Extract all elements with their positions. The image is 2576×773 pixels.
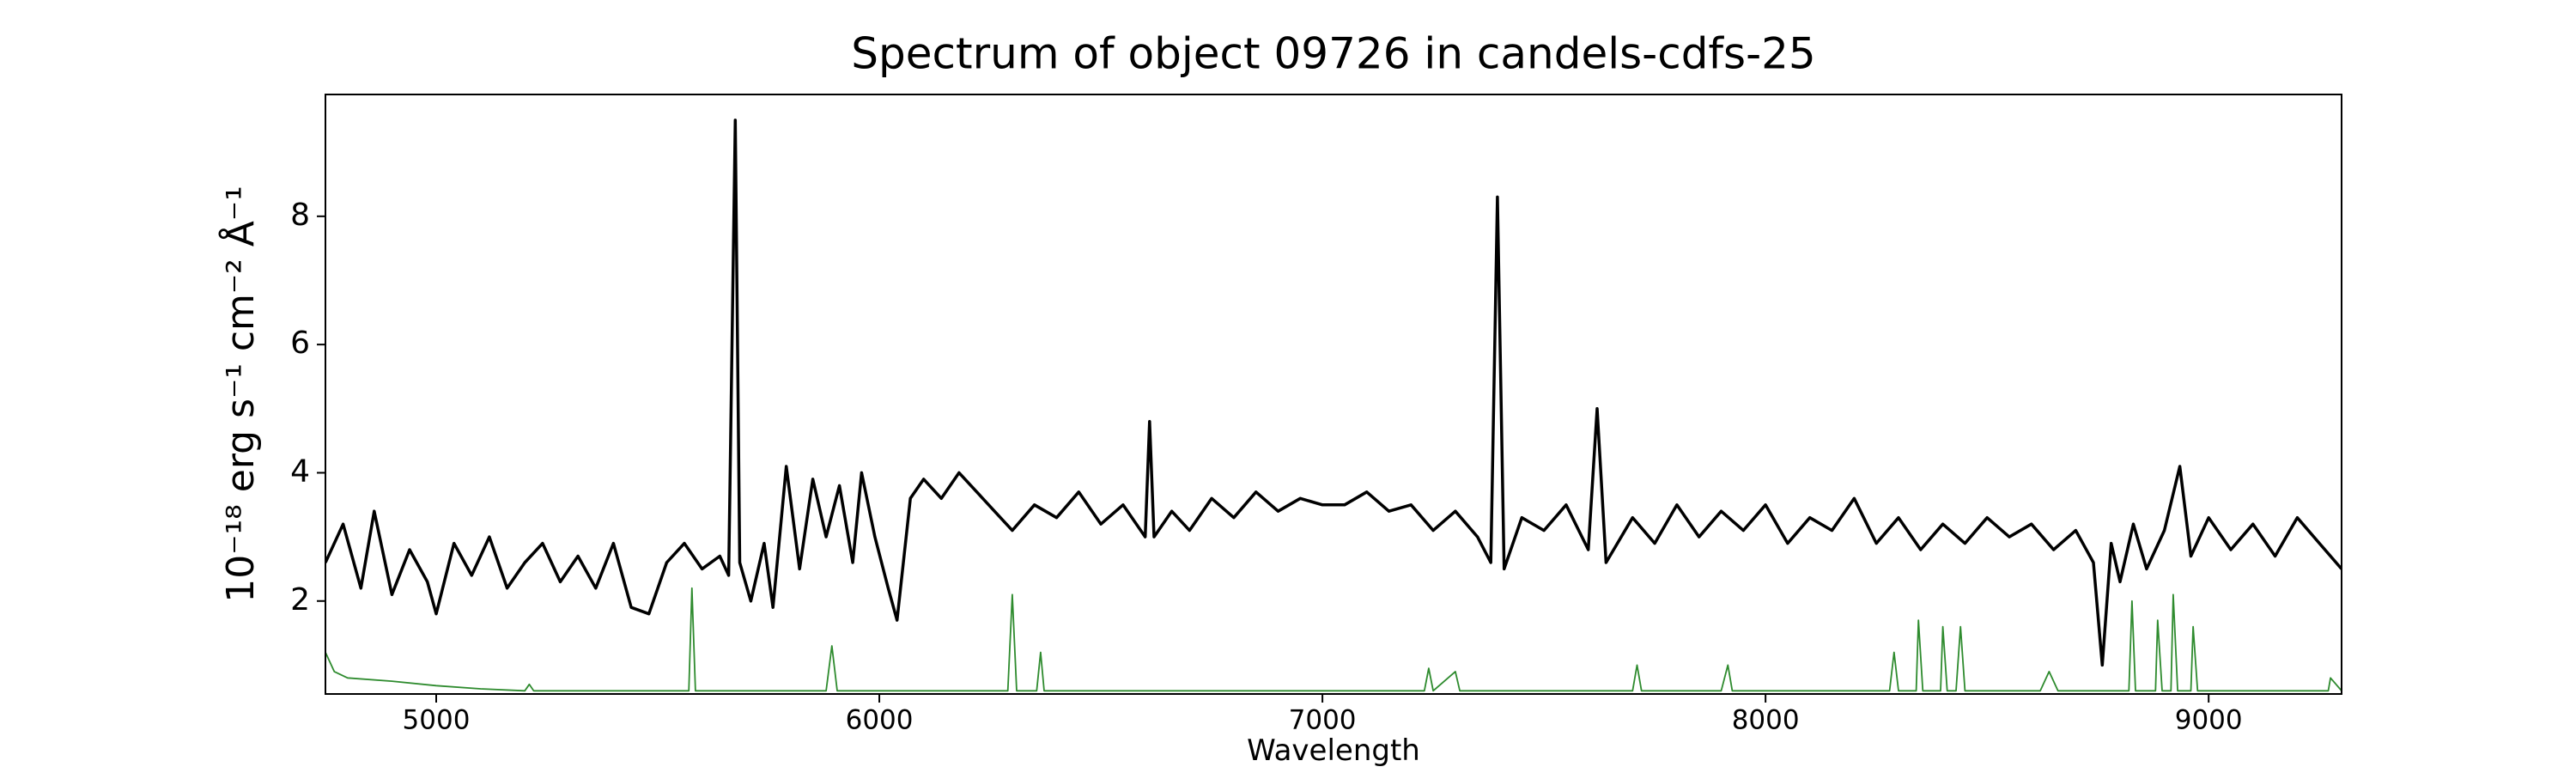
x-tick-label: 7000 bbox=[1289, 705, 1357, 736]
y-tick-label: 8 bbox=[290, 198, 310, 233]
spectrum-line bbox=[325, 119, 2342, 667]
x-tick-label: 8000 bbox=[1732, 705, 1800, 736]
y-tick-label: 2 bbox=[290, 582, 310, 618]
plot-frame bbox=[325, 94, 2342, 695]
y-tick-label: 4 bbox=[290, 453, 310, 489]
chart-title: Spectrum of object 09726 in candels-cdfs… bbox=[851, 29, 1816, 79]
x-tick-label: 6000 bbox=[846, 705, 914, 736]
sky-line bbox=[325, 587, 2342, 692]
y-tick-label: 6 bbox=[290, 326, 310, 361]
x-axis-label: Wavelength bbox=[1247, 733, 1420, 768]
y-axis-label: 10⁻¹⁸ erg s⁻¹ cm⁻² Å⁻¹ bbox=[217, 186, 263, 602]
x-tick-label: 5000 bbox=[403, 705, 471, 736]
x-tick-label: 9000 bbox=[2175, 705, 2243, 736]
